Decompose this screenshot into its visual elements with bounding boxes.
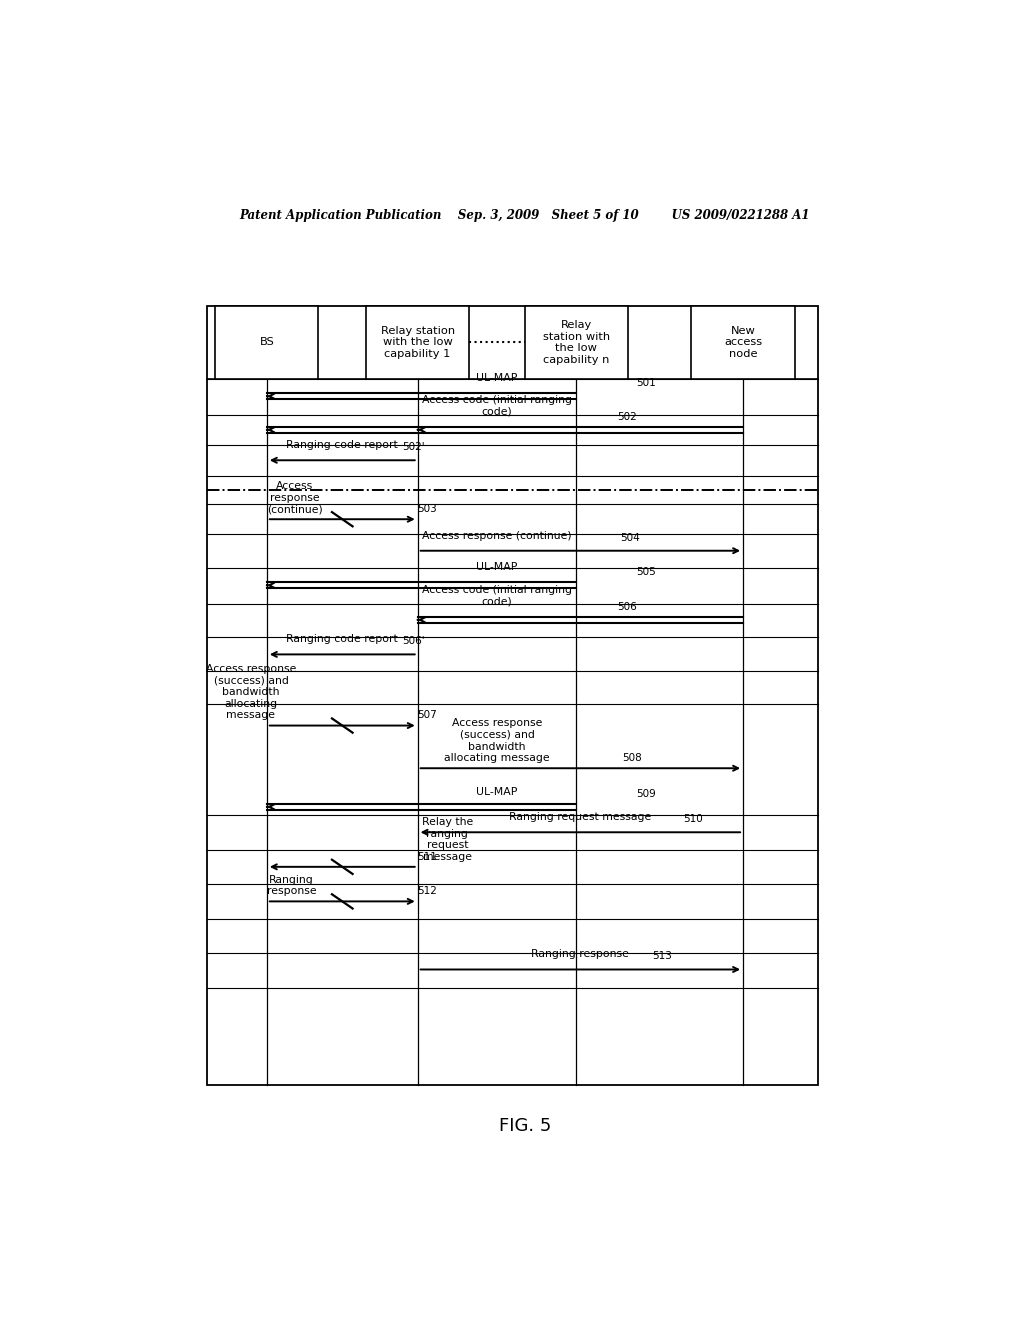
Text: BS: BS [259, 338, 274, 347]
Text: Access code (initial ranging
code): Access code (initial ranging code) [422, 585, 572, 607]
Text: Relay station
with the low
capability 1: Relay station with the low capability 1 [381, 326, 455, 359]
Text: 507: 507 [418, 710, 437, 721]
Text: 506: 506 [617, 602, 637, 611]
Text: Patent Application Publication    Sep. 3, 2009   Sheet 5 of 10        US 2009/02: Patent Application Publication Sep. 3, 2… [240, 209, 810, 222]
Text: 513: 513 [652, 952, 672, 961]
Bar [367, 306, 469, 379]
Text: 509: 509 [636, 789, 655, 799]
Text: 510: 510 [684, 814, 703, 824]
Text: Access response (continue): Access response (continue) [422, 531, 571, 541]
Text: UL-MAP: UL-MAP [476, 562, 518, 572]
Text: 502': 502' [401, 442, 424, 453]
Text: FIG. 5: FIG. 5 [499, 1117, 551, 1135]
Text: 501: 501 [636, 378, 655, 388]
Text: 512: 512 [418, 886, 437, 896]
Bar [207, 306, 818, 1085]
Text: Ranging
response: Ranging response [267, 875, 316, 896]
Text: New
access
node: New access node [724, 326, 762, 359]
Text: 503: 503 [418, 504, 437, 515]
Text: Access code (initial ranging
code): Access code (initial ranging code) [422, 395, 572, 417]
Text: 504: 504 [620, 532, 640, 543]
Text: 505: 505 [636, 568, 655, 577]
Bar [691, 306, 795, 379]
Text: 508: 508 [623, 754, 642, 763]
Text: Relay the
ranging
request
message: Relay the ranging request message [422, 817, 473, 862]
Bar [215, 306, 318, 379]
Text: Ranging request message: Ranging request message [509, 812, 651, 822]
Text: Ranging code report: Ranging code report [287, 440, 398, 450]
Text: Ranging response: Ranging response [531, 949, 630, 960]
Text: Access response
(success) and
bandwidth
allocating
message: Access response (success) and bandwidth … [206, 664, 296, 721]
Bar [524, 306, 628, 379]
Text: Access
response
(continue): Access response (continue) [267, 480, 323, 515]
Text: UL-MAP: UL-MAP [476, 787, 518, 797]
Text: Relay
station with
the low
capability n: Relay station with the low capability n [543, 319, 610, 364]
Text: 511: 511 [418, 851, 437, 862]
Text: Ranging code report: Ranging code report [287, 634, 398, 644]
Text: UL-MAP: UL-MAP [476, 374, 518, 383]
Text: 506': 506' [401, 636, 424, 647]
Text: Access response
(success) and
bandwidth
allocating message: Access response (success) and bandwidth … [444, 718, 550, 763]
Text: 502: 502 [617, 412, 637, 421]
